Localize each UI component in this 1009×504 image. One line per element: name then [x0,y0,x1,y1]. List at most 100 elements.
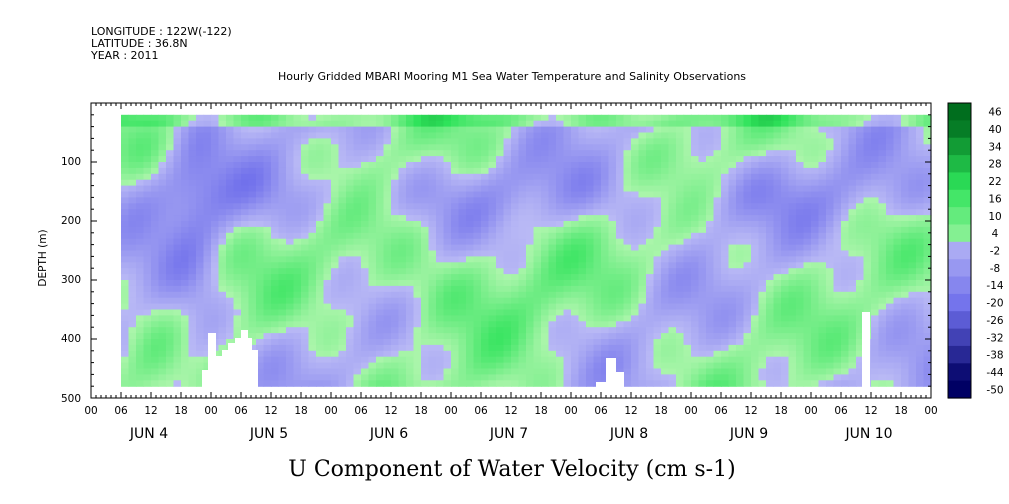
heatmap-cell [391,203,400,210]
heatmap-cell [661,244,670,252]
heatmap-cell [496,344,505,352]
heatmap-cell [473,297,482,305]
heatmap-cell [841,191,850,198]
heatmap-cell [241,297,250,305]
heatmap-cell [488,333,497,340]
heatmap-cell [436,250,445,257]
heatmap-cell [353,344,362,352]
heatmap-cell [533,167,542,175]
heatmap-cell [661,185,670,193]
heatmap-cell [593,297,602,305]
heatmap-cell [436,185,445,193]
heatmap-cell [368,262,377,269]
heatmap-cell [743,114,752,122]
heatmap-cell [286,315,295,322]
heatmap-cell [166,303,175,311]
heatmap-cell [616,321,625,328]
heatmap-cell [593,173,602,181]
heatmap-cell [556,156,565,163]
heatmap-cell [586,167,595,175]
heatmap-cell [623,309,632,316]
heatmap-cell [571,274,580,281]
heatmap-cell [713,321,722,328]
heatmap-cell [541,333,550,340]
heatmap-cell [301,333,310,340]
heatmap-cell [758,356,767,364]
heatmap-cell [368,144,377,151]
heatmap-cell [751,114,760,122]
heatmap-cell [383,350,392,358]
heatmap-cell [773,380,782,387]
heatmap-cell [878,356,887,364]
heatmap-cell [421,285,430,293]
heatmap-cell [631,132,640,139]
heatmap-cell [638,327,647,334]
heatmap-cell [158,321,167,328]
heatmap-cell [571,132,580,139]
heatmap-cell [721,173,730,181]
heatmap-cell [526,362,535,370]
heatmap-cell [496,179,505,187]
heatmap-cell [728,344,737,352]
heatmap-cell [548,138,557,145]
heatmap-cell [473,209,482,216]
heatmap-cell [871,215,880,222]
heatmap-cell [623,250,632,257]
heatmap-cell [421,274,430,281]
heatmap-cell [653,368,662,375]
heatmap-cell [473,197,482,204]
heatmap-cell [526,156,535,163]
heatmap-cell [893,244,902,252]
heatmap-cell [128,221,137,228]
heatmap-cell [871,356,880,364]
heatmap-cell [601,333,610,340]
heatmap-cell [608,232,617,240]
heatmap-cell [316,280,325,287]
heatmap-cell [271,150,280,157]
heatmap-cell [811,132,820,139]
heatmap-cell [736,339,745,346]
heatmap-cell [781,262,790,269]
heatmap-cell [661,321,670,328]
heatmap-cell [248,197,257,204]
heatmap-cell [203,232,212,240]
heatmap-cell [871,333,880,340]
heatmap-cell [391,256,400,263]
heatmap-cell [698,126,707,134]
heatmap-cell [871,327,880,334]
heatmap-cell [286,215,295,222]
heatmap-cell [548,368,557,375]
heatmap-cell [556,244,565,252]
heatmap-cell [301,315,310,322]
heatmap-cell [706,356,715,364]
heatmap-cell [188,280,197,287]
latitude-text: LATITUDE : 36.8N [91,37,188,50]
heatmap-cell [683,173,692,181]
heatmap-cell [181,315,190,322]
heatmap-cell [488,191,497,198]
heatmap-cell [923,350,932,358]
heatmap-cell [211,256,220,263]
heatmap-cell [436,191,445,198]
heatmap-cell [676,380,685,387]
heatmap-cell [226,197,235,204]
heatmap-cell [256,250,265,257]
heatmap-cell [796,144,805,151]
heatmap-cell [541,203,550,210]
heatmap-cell [338,203,347,210]
heatmap-cell [301,350,310,358]
heatmap-cell [676,232,685,240]
heatmap-cell [361,232,370,240]
heatmap-cell [676,262,685,269]
heatmap-cell [346,215,355,222]
heatmap-cell [353,150,362,157]
heatmap-cell [908,344,917,352]
heatmap-cell [518,215,527,222]
heatmap-cell [421,297,430,305]
heatmap-cell [173,333,182,340]
heatmap-cell [383,209,392,216]
heatmap-cell [398,226,407,234]
heatmap-cell [263,144,272,151]
heatmap-cell [833,162,842,169]
heatmap-cell [473,350,482,358]
